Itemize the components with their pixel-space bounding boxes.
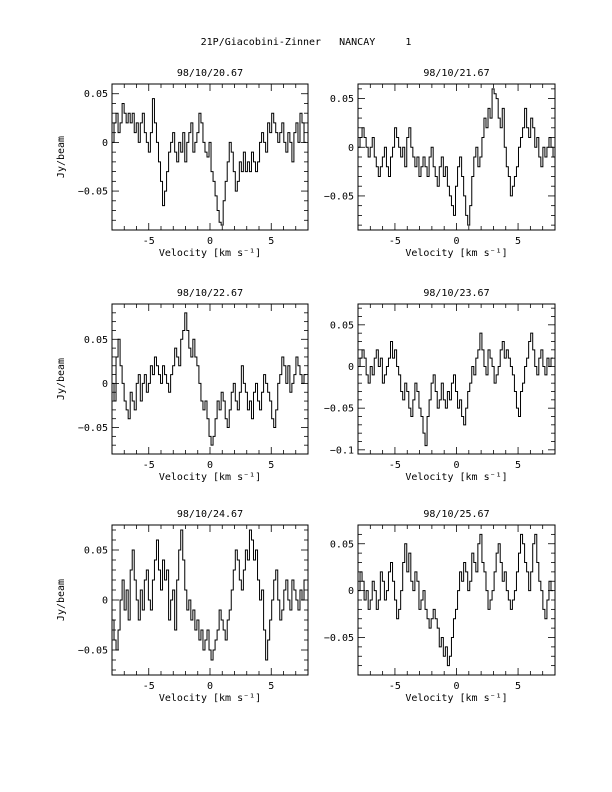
x-tick-label: 0 bbox=[207, 681, 213, 692]
spectrum-line bbox=[358, 332, 554, 447]
x-axis-label: Velocity [km s⁻¹] bbox=[159, 693, 261, 704]
x-tick-label: -5 bbox=[389, 236, 401, 247]
spectrum-panel-5: 98/10/24.67 -5 0 5 −0.05 0 0.05 Velocity [km s⁻… bbox=[56, 509, 309, 704]
y-tick-label: −0.05 bbox=[78, 423, 108, 434]
x-tick-label: -5 bbox=[143, 460, 155, 471]
spectrum-line bbox=[358, 88, 555, 226]
page-title: 21P/Giacobini-Zinner NANCAY 1 bbox=[200, 37, 412, 48]
y-tick-label: −0.1 bbox=[330, 445, 354, 456]
y-tick-label: 0.05 bbox=[330, 94, 354, 105]
x-axis-label: Velocity [km s⁻¹] bbox=[405, 472, 507, 483]
plot-frame bbox=[357, 83, 556, 231]
y-tick-label: 0.05 bbox=[330, 320, 354, 331]
y-tick-label: 0.05 bbox=[84, 546, 108, 557]
y-axis-label: Jy/beam bbox=[56, 136, 67, 178]
spectrum-panel-2: 98/10/21.67 -5 0 5 −0.05 0 0.05 Velocity [km s⁻… bbox=[324, 68, 556, 259]
y-tick-label: −0.05 bbox=[324, 633, 354, 644]
x-tick-label: 0 bbox=[453, 236, 459, 247]
y-tick-label: −0.05 bbox=[324, 404, 354, 415]
x-tick-label: -5 bbox=[389, 681, 401, 692]
x-axis-label: Velocity [km s⁻¹] bbox=[405, 693, 507, 704]
y-tick-label: 0 bbox=[102, 379, 108, 390]
y-tick-label: 0 bbox=[348, 586, 354, 597]
spectrum-line bbox=[358, 533, 554, 667]
panel-title: 98/10/24.67 bbox=[177, 509, 243, 520]
spectrum-panel-4: 98/10/23.67 -5 0 5 −0.1 −0.05 0 0.05 Velocity [k… bbox=[324, 288, 556, 483]
plot-frame bbox=[111, 83, 309, 231]
spectrum-panel-6: 98/10/25.67 -5 0 5 −0.05 0 0.05 Velocity [km s⁻… bbox=[324, 509, 556, 704]
x-tick-label: 0 bbox=[453, 681, 459, 692]
panel-title: 98/10/20.67 bbox=[177, 68, 243, 79]
y-tick-label: −0.05 bbox=[324, 191, 354, 202]
y-tick-label: −0.05 bbox=[78, 646, 108, 657]
y-tick-label: 0 bbox=[102, 138, 108, 149]
x-axis-label: Velocity [km s⁻¹] bbox=[159, 472, 261, 483]
y-tick-label: 0 bbox=[348, 143, 354, 154]
x-tick-label: 5 bbox=[268, 236, 274, 247]
plot-frame bbox=[111, 303, 309, 455]
y-tick-label: 0.05 bbox=[330, 539, 354, 550]
x-tick-label: 5 bbox=[515, 460, 521, 471]
y-tick-label: 0 bbox=[102, 596, 108, 607]
x-tick-label: -5 bbox=[143, 236, 155, 247]
y-tick-label: 0 bbox=[348, 362, 354, 373]
y-tick-label: 0.05 bbox=[84, 335, 108, 346]
x-tick-label: 0 bbox=[207, 460, 213, 471]
y-axis-label: Jy/beam bbox=[56, 579, 67, 621]
spectrum-line bbox=[112, 312, 307, 446]
x-tick-label: 0 bbox=[207, 236, 213, 247]
x-tick-label: -5 bbox=[389, 460, 401, 471]
x-tick-label: 0 bbox=[453, 460, 459, 471]
panel-title: 98/10/25.67 bbox=[423, 509, 489, 520]
x-tick-label: 5 bbox=[515, 236, 521, 247]
spectrum-line bbox=[112, 529, 307, 661]
spectrum-panel-3: 98/10/22.67 -5 0 5 −0.05 0 0.05 Velocity [km s⁻… bbox=[56, 288, 309, 483]
panel-title: 98/10/21.67 bbox=[423, 68, 489, 79]
y-tick-label: −0.05 bbox=[78, 187, 108, 198]
spectrum-line bbox=[112, 98, 307, 226]
x-tick-label: 5 bbox=[268, 681, 274, 692]
y-axis-label: Jy/beam bbox=[56, 358, 67, 400]
plot-frame bbox=[357, 524, 556, 676]
x-axis-label: Velocity [km s⁻¹] bbox=[159, 248, 261, 259]
panel-title: 98/10/23.67 bbox=[423, 288, 489, 299]
spectrum-panel-1: 98/10/20.67 -5 0 5 −0.05 0 0.05 Velocity [km s⁻… bbox=[56, 68, 309, 259]
y-tick-label: 0.05 bbox=[84, 89, 108, 100]
x-tick-label: 5 bbox=[515, 681, 521, 692]
panel-title: 98/10/22.67 bbox=[177, 288, 243, 299]
x-tick-label: -5 bbox=[143, 681, 155, 692]
plot-frame bbox=[357, 303, 556, 455]
x-tick-label: 5 bbox=[268, 460, 274, 471]
x-axis-label: Velocity [km s⁻¹] bbox=[405, 248, 507, 259]
